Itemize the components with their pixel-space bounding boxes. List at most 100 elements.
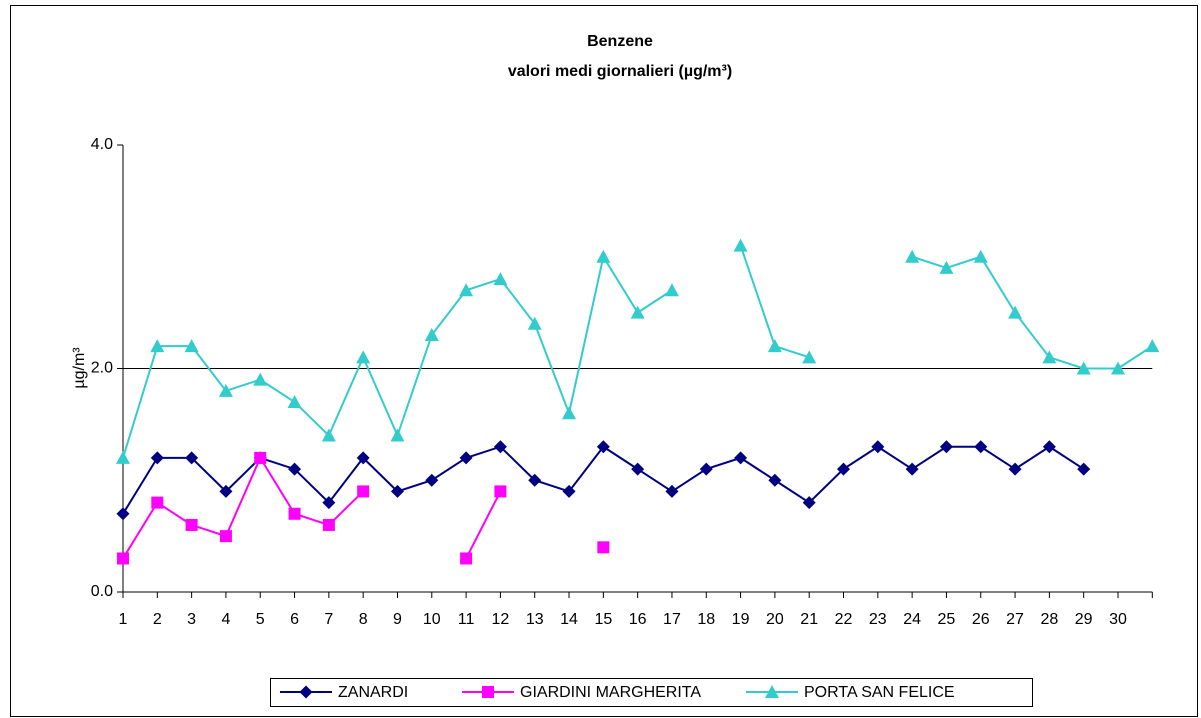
x-tick-label: 7 — [324, 611, 333, 628]
x-tick-label: 1 — [119, 611, 128, 628]
x-tick-label: 24 — [903, 611, 921, 628]
data-point — [356, 350, 371, 364]
x-tick-label: 23 — [869, 611, 887, 628]
data-point — [939, 260, 954, 274]
x-tick-label: 14 — [560, 611, 578, 628]
x-tick-label: 12 — [492, 611, 510, 628]
x-tick-label: 4 — [221, 611, 230, 628]
data-point — [459, 451, 473, 465]
x-tick-label: 10 — [423, 611, 441, 628]
data-point — [493, 272, 508, 286]
data-point — [905, 249, 920, 263]
x-tick-label: 3 — [187, 611, 196, 628]
x-tick-label: 25 — [938, 611, 956, 628]
data-point — [117, 552, 129, 565]
y-tick-label: 0.0 — [91, 583, 113, 600]
data-point — [150, 451, 164, 465]
data-point — [973, 249, 988, 263]
data-point — [390, 484, 404, 498]
data-point — [288, 462, 302, 476]
x-tick-label: 19 — [732, 611, 750, 628]
data-point — [562, 406, 577, 420]
y-axis-label: µg/m³ — [71, 347, 88, 389]
data-point — [460, 552, 473, 565]
data-point — [871, 440, 885, 454]
x-tick-label: 8 — [359, 611, 368, 628]
y-tick-label: 2.0 — [91, 360, 113, 377]
x-tick-label: 22 — [835, 611, 853, 628]
legend-marker — [482, 686, 494, 698]
x-tick-label: 17 — [663, 611, 681, 628]
data-point — [1042, 350, 1057, 364]
x-tick-label: 2 — [153, 611, 162, 628]
data-point — [768, 473, 782, 487]
x-tick-label: 16 — [629, 611, 647, 628]
data-point — [527, 316, 542, 330]
data-point — [321, 428, 336, 442]
x-tick-label: 9 — [393, 611, 402, 628]
data-point — [254, 451, 267, 464]
chart-title: Benzene — [587, 33, 653, 50]
data-point — [116, 507, 130, 521]
x-tick-label: 26 — [972, 611, 990, 628]
data-point — [459, 283, 474, 297]
data-point — [837, 462, 851, 476]
data-point — [494, 485, 507, 498]
x-tick-label: 11 — [458, 611, 475, 628]
data-point — [596, 440, 610, 454]
data-point — [1077, 462, 1091, 476]
x-tick-label: 29 — [1075, 611, 1093, 628]
data-point — [631, 462, 645, 476]
data-point — [562, 484, 576, 498]
data-point — [802, 496, 816, 510]
data-point — [1008, 462, 1022, 476]
legend-label: PORTA SAN FELICE — [804, 684, 955, 701]
x-tick-label: 6 — [290, 611, 299, 628]
data-point — [322, 496, 336, 510]
data-point — [802, 350, 817, 364]
data-point — [596, 249, 611, 263]
x-tick-label: 27 — [1006, 611, 1024, 628]
x-tick-label: 18 — [697, 611, 715, 628]
x-tick-label: 15 — [594, 611, 612, 628]
data-point — [528, 473, 542, 487]
legend-box — [270, 678, 1033, 707]
data-point — [1145, 339, 1160, 353]
data-point — [357, 485, 370, 498]
data-point — [630, 305, 645, 319]
data-point — [151, 496, 164, 509]
data-point — [974, 440, 988, 454]
data-point — [150, 339, 165, 353]
data-point — [218, 383, 233, 397]
legend-label: ZANARDI — [338, 684, 408, 701]
data-point — [939, 440, 953, 454]
x-tick-label: 20 — [766, 611, 784, 628]
y-tick-label: 4.0 — [91, 136, 113, 153]
data-point — [253, 372, 268, 386]
data-point — [356, 451, 370, 465]
data-point — [185, 518, 198, 531]
x-tick-label: 28 — [1040, 611, 1058, 628]
data-point — [905, 462, 919, 476]
chart-border — [10, 5, 1198, 717]
data-point — [1076, 361, 1091, 375]
data-point — [424, 327, 439, 341]
data-point — [185, 451, 199, 465]
legend-marker — [299, 685, 313, 699]
data-point — [425, 473, 439, 487]
data-point — [597, 541, 610, 554]
data-point — [665, 484, 679, 498]
data-point — [767, 339, 782, 353]
data-point — [1042, 440, 1056, 454]
data-point — [322, 518, 335, 531]
data-point — [287, 395, 302, 409]
data-point — [1008, 305, 1023, 319]
data-point — [493, 440, 507, 454]
legend-label: GIARDINI MARGHERITA — [520, 684, 701, 701]
legend-marker — [765, 685, 779, 698]
data-point — [116, 450, 130, 464]
data-point — [184, 339, 199, 353]
x-tick-label: 13 — [526, 611, 544, 628]
data-point — [1110, 361, 1125, 375]
